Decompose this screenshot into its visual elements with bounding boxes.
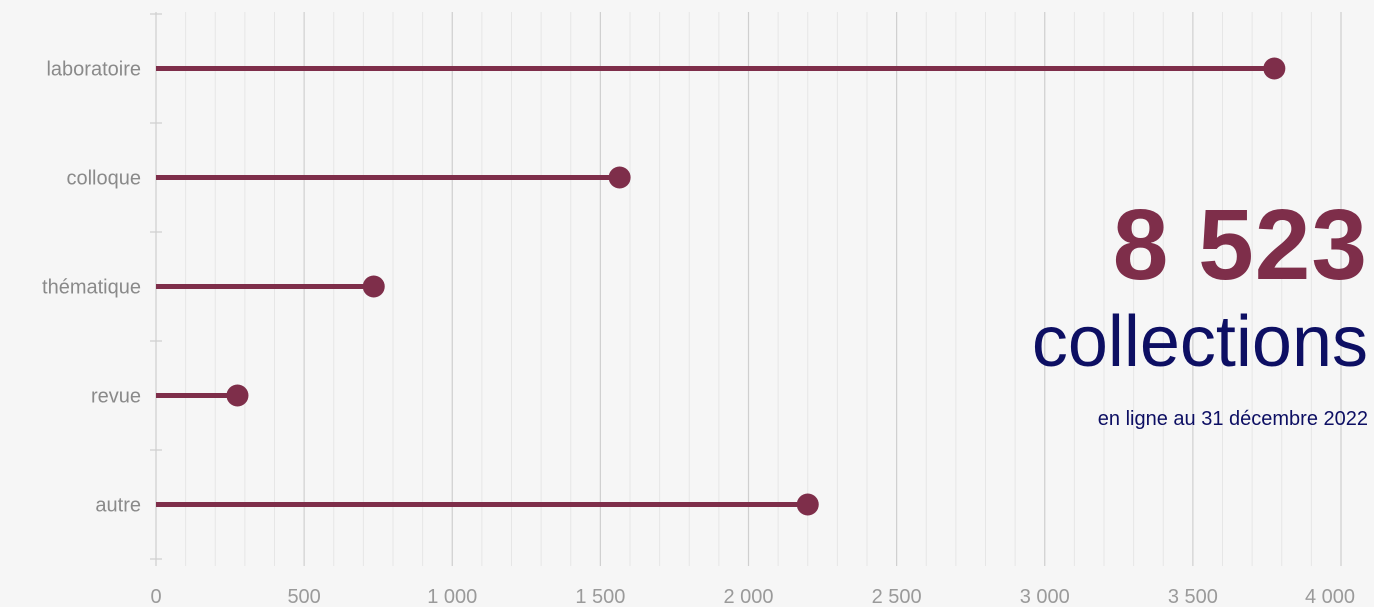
category-labels: laboratoire colloque thématique revue autre: [42, 59, 141, 517]
category-label: revue: [91, 386, 141, 408]
x-tick-label: 3 000: [1020, 586, 1070, 607]
summary-panel: 8 523 collections en ligne au 31 décembr…: [848, 190, 1368, 431]
x-tick-label: 3 500: [1168, 586, 1218, 607]
x-tick-label: 2 500: [872, 586, 922, 607]
lollipop-dot: [1263, 57, 1286, 80]
x-tick-label: 1 500: [575, 586, 625, 607]
x-tick-label: 2 000: [723, 586, 773, 607]
series: [156, 57, 1286, 516]
x-tick-labels: 0 500 1 000 1 500 2 000 2 500 3 000 3 500 4 000: [150, 586, 1355, 607]
grid: [185, 12, 1342, 566]
category-label: autre: [95, 495, 141, 517]
category-label: colloque: [66, 168, 141, 190]
x-tick-label: 0: [150, 586, 161, 607]
total-count: 8 523: [1112, 189, 1368, 301]
category-label: laboratoire: [46, 59, 141, 81]
date-note: en ligne au 31 décembre 2022: [1097, 408, 1368, 430]
x-tick-label: 4 000: [1305, 586, 1355, 607]
category-label: thématique: [42, 277, 141, 299]
lollipop-dot: [362, 275, 385, 298]
lollipop-dot: [226, 384, 249, 407]
x-tick-label: 1 000: [427, 586, 477, 607]
lollipop-dot: [608, 166, 631, 189]
total-unit: collections: [1031, 302, 1368, 382]
lollipop-dot: [796, 493, 819, 516]
x-tick-label: 500: [287, 586, 320, 607]
